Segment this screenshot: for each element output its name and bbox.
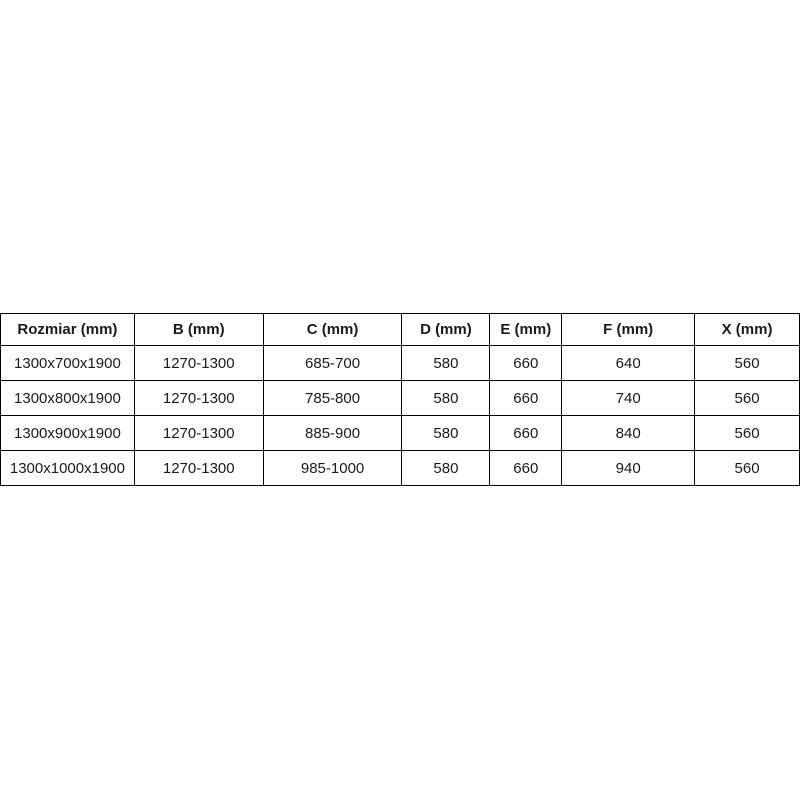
table-row: 1300x1000x1900 1270-1300 985-1000 580 660 940… <box>0 450 800 486</box>
table-row: 1300x900x1900 1270-1300 885-900 580 660 840 56… <box>0 415 800 451</box>
table-cell: 560 <box>694 450 800 486</box>
table-cell: 740 <box>561 380 696 416</box>
table-cell: 660 <box>489 450 563 486</box>
table-cell: 685-700 <box>262 345 403 381</box>
table-cell: 560 <box>694 380 800 416</box>
table-cell: 840 <box>561 415 696 451</box>
column-header: X (mm) <box>694 313 800 346</box>
table-cell: 1270-1300 <box>133 450 264 486</box>
table-cell: 580 <box>401 380 491 416</box>
table-cell: 660 <box>489 345 563 381</box>
table-cell: 580 <box>401 415 491 451</box>
table-row: 1300x800x1900 1270-1300 785-800 580 660 740 56… <box>0 380 800 416</box>
table-cell: 1300x1000x1900 <box>0 450 135 486</box>
spec-table: Rozmiar (mm) B (mm) C (mm) D (mm) E (mm) F (m… <box>0 313 800 486</box>
table-cell: 985-1000 <box>262 450 403 486</box>
table-cell: 660 <box>489 415 563 451</box>
table-row: 1300x700x1900 1270-1300 685-700 580 660 640 56… <box>0 345 800 381</box>
table-cell: 1300x900x1900 <box>0 415 135 451</box>
table-cell: 580 <box>401 450 491 486</box>
table-cell: 1270-1300 <box>133 380 264 416</box>
table-cell: 885-900 <box>262 415 403 451</box>
table-cell: 640 <box>561 345 696 381</box>
table-cell: 560 <box>694 415 800 451</box>
table-cell: 940 <box>561 450 696 486</box>
table-header-row: Rozmiar (mm) B (mm) C (mm) D (mm) E (mm) F (m… <box>0 313 800 346</box>
table-cell: 560 <box>694 345 800 381</box>
column-header: B (mm) <box>133 313 264 346</box>
table-cell: 660 <box>489 380 563 416</box>
table-cell: 785-800 <box>262 380 403 416</box>
column-header: F (mm) <box>561 313 696 346</box>
table-cell: 580 <box>401 345 491 381</box>
table-cell: 1300x700x1900 <box>0 345 135 381</box>
spec-table-body: 1300x700x1900 1270-1300 685-700 580 660 640 56… <box>0 345 800 486</box>
table-cell: 1300x800x1900 <box>0 380 135 416</box>
column-header: E (mm) <box>489 313 563 346</box>
table-cell: 1270-1300 <box>133 345 264 381</box>
column-header: C (mm) <box>262 313 403 346</box>
column-header: D (mm) <box>401 313 491 346</box>
column-header: Rozmiar (mm) <box>0 313 135 346</box>
table-cell: 1270-1300 <box>133 415 264 451</box>
